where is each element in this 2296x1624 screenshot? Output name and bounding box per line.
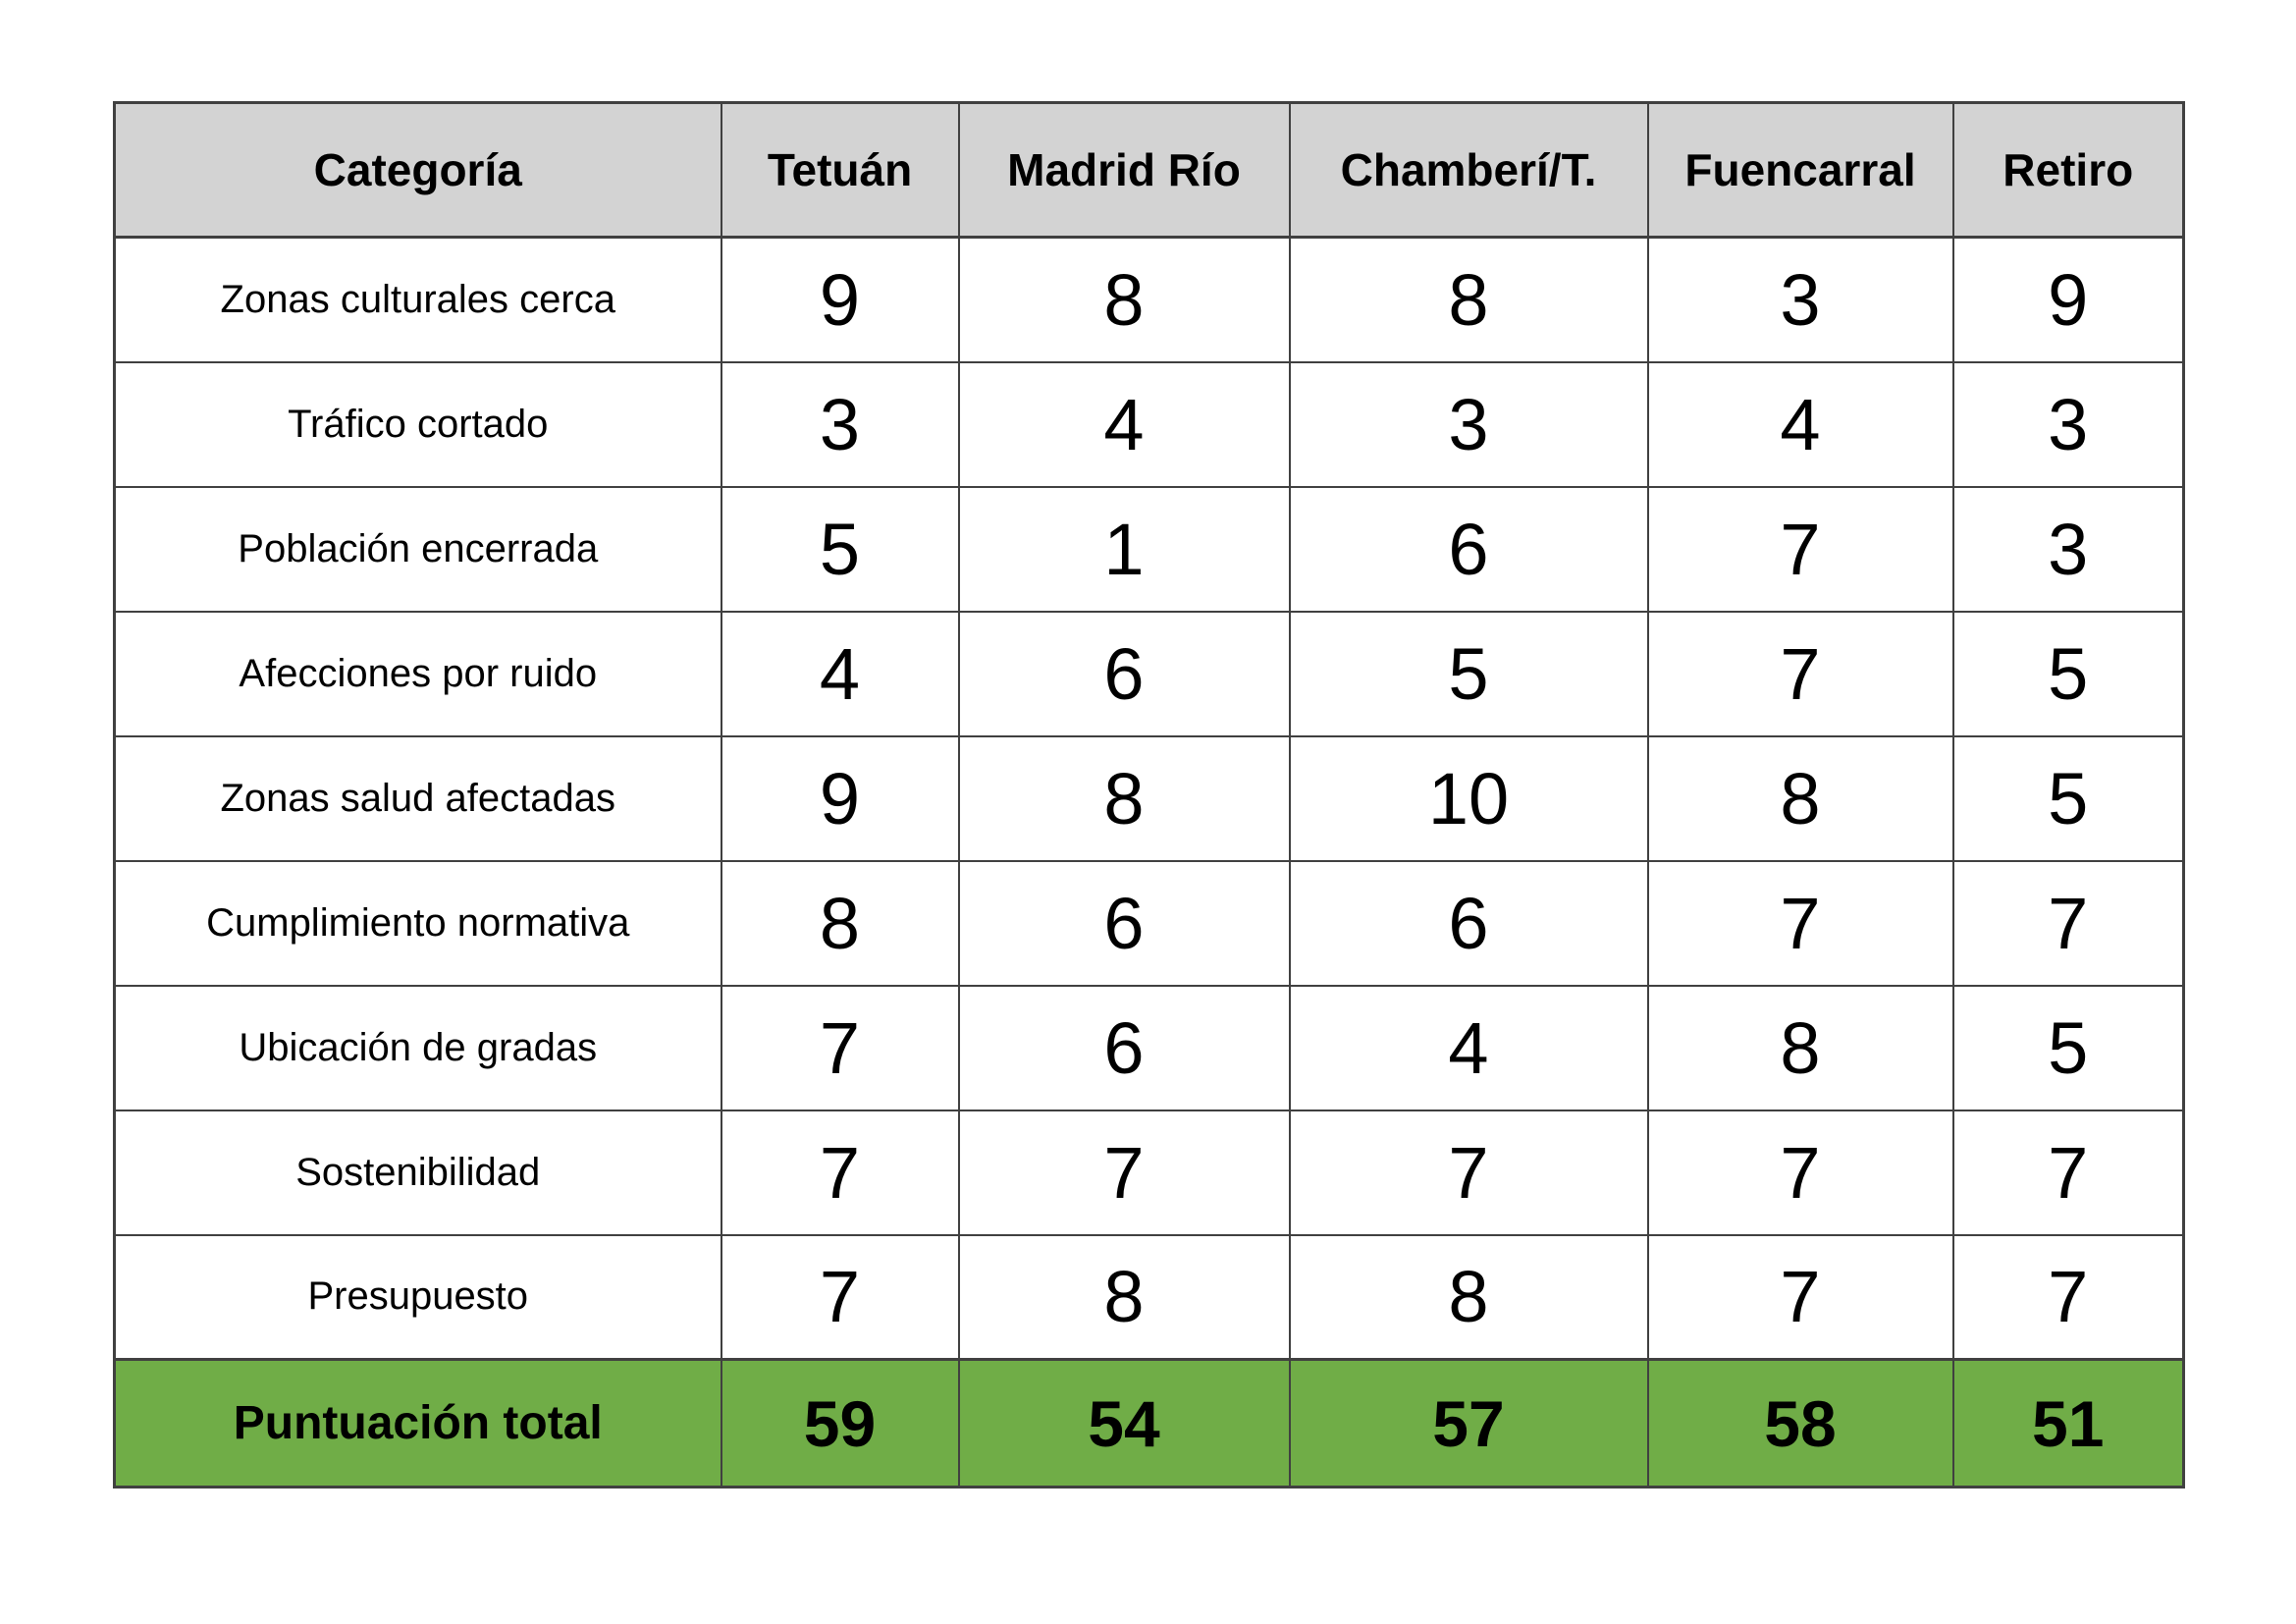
table-row: Zonas culturales cerca 9 8 8 3 9	[113, 236, 2185, 363]
score-cell: 4	[720, 610, 960, 737]
total-score-cell: 58	[1646, 1358, 1954, 1489]
score-cell: 7	[1288, 1109, 1649, 1236]
table-row: Población encerrada 5 1 6 7 3	[113, 485, 2185, 613]
comparison-table: Categoría Tetuán Madrid Río Chamberí/T. Fuen…	[113, 101, 2185, 1489]
row-label: Afecciones por ruido	[113, 610, 722, 737]
total-row: Puntuación total 59 54 57 58 51	[113, 1358, 2185, 1489]
score-cell: 8	[1646, 734, 1954, 862]
table-row: Afecciones por ruido 4 6 5 7 5	[113, 610, 2185, 737]
row-label: Población encerrada	[113, 485, 722, 613]
row-label: Zonas culturales cerca	[113, 236, 722, 363]
row-label: Presupuesto	[113, 1233, 722, 1361]
column-header: Chamberí/T.	[1288, 101, 1649, 239]
table-row: Cumplimiento normativa 8 6 6 7 7	[113, 859, 2185, 987]
score-cell: 5	[720, 485, 960, 613]
row-label: Tráfico cortado	[113, 360, 722, 488]
score-cell: 5	[1288, 610, 1649, 737]
score-cell: 9	[720, 734, 960, 862]
table-row: Tráfico cortado 3 4 3 4 3	[113, 360, 2185, 488]
row-label: Ubicación de gradas	[113, 984, 722, 1111]
score-cell: 7	[1646, 1233, 1954, 1361]
score-cell: 6	[1288, 859, 1649, 987]
column-header: Tetuán	[720, 101, 960, 239]
table-row: Presupuesto 7 8 8 7 7	[113, 1233, 2185, 1361]
table-row: Ubicación de gradas 7 6 4 8 5	[113, 984, 2185, 1111]
row-label: Cumplimiento normativa	[113, 859, 722, 987]
score-cell: 7	[720, 1233, 960, 1361]
header-row: Categoría Tetuán Madrid Río Chamberí/T. Fuen…	[113, 101, 2185, 239]
score-cell: 9	[1951, 236, 2185, 363]
score-cell: 6	[957, 984, 1291, 1111]
total-score-cell: 54	[957, 1358, 1291, 1489]
score-cell: 3	[1951, 360, 2185, 488]
column-header: Retiro	[1951, 101, 2185, 239]
score-cell: 7	[1646, 859, 1954, 987]
column-header: Fuencarral	[1646, 101, 1954, 239]
score-cell: 10	[1288, 734, 1649, 862]
score-cell: 8	[720, 859, 960, 987]
score-cell: 3	[1288, 360, 1649, 488]
score-cell: 5	[1951, 734, 2185, 862]
total-label: Puntuación total	[113, 1358, 722, 1489]
score-cell: 6	[957, 859, 1291, 987]
total-score-cell: 59	[720, 1358, 960, 1489]
score-cell: 8	[1646, 984, 1954, 1111]
score-cell: 7	[1646, 610, 1954, 737]
score-cell: 3	[720, 360, 960, 488]
score-cell: 8	[957, 1233, 1291, 1361]
score-cell: 8	[957, 236, 1291, 363]
table-row: Zonas salud afectadas 9 8 10 8 5	[113, 734, 2185, 862]
score-cell: 4	[957, 360, 1291, 488]
score-cell: 5	[1951, 610, 2185, 737]
score-cell: 8	[957, 734, 1291, 862]
score-cell: 7	[720, 984, 960, 1111]
score-cell: 7	[957, 1109, 1291, 1236]
score-cell: 7	[1951, 859, 2185, 987]
table-body: Zonas culturales cerca 9 8 8 3 9 Tráfico corta…	[113, 236, 2185, 1361]
row-label: Sostenibilidad	[113, 1109, 722, 1236]
row-label: Zonas salud afectadas	[113, 734, 722, 862]
score-cell: 7	[1646, 1109, 1954, 1236]
total-score-cell: 57	[1288, 1358, 1649, 1489]
score-cell: 8	[1288, 1233, 1649, 1361]
column-header: Madrid Río	[957, 101, 1291, 239]
total-score-cell: 51	[1951, 1358, 2185, 1489]
score-cell: 7	[1951, 1109, 2185, 1236]
score-cell: 7	[1646, 485, 1954, 613]
score-cell: 1	[957, 485, 1291, 613]
score-cell: 8	[1288, 236, 1649, 363]
score-cell: 3	[1951, 485, 2185, 613]
score-cell: 3	[1646, 236, 1954, 363]
column-header-categoria: Categoría	[113, 101, 722, 239]
score-cell: 5	[1951, 984, 2185, 1111]
table-row: Sostenibilidad 7 7 7 7 7	[113, 1109, 2185, 1236]
score-cell: 4	[1646, 360, 1954, 488]
score-cell: 7	[1951, 1233, 2185, 1361]
score-cell: 9	[720, 236, 960, 363]
score-cell: 4	[1288, 984, 1649, 1111]
score-cell: 7	[720, 1109, 960, 1236]
score-cell: 6	[957, 610, 1291, 737]
score-cell: 6	[1288, 485, 1649, 613]
